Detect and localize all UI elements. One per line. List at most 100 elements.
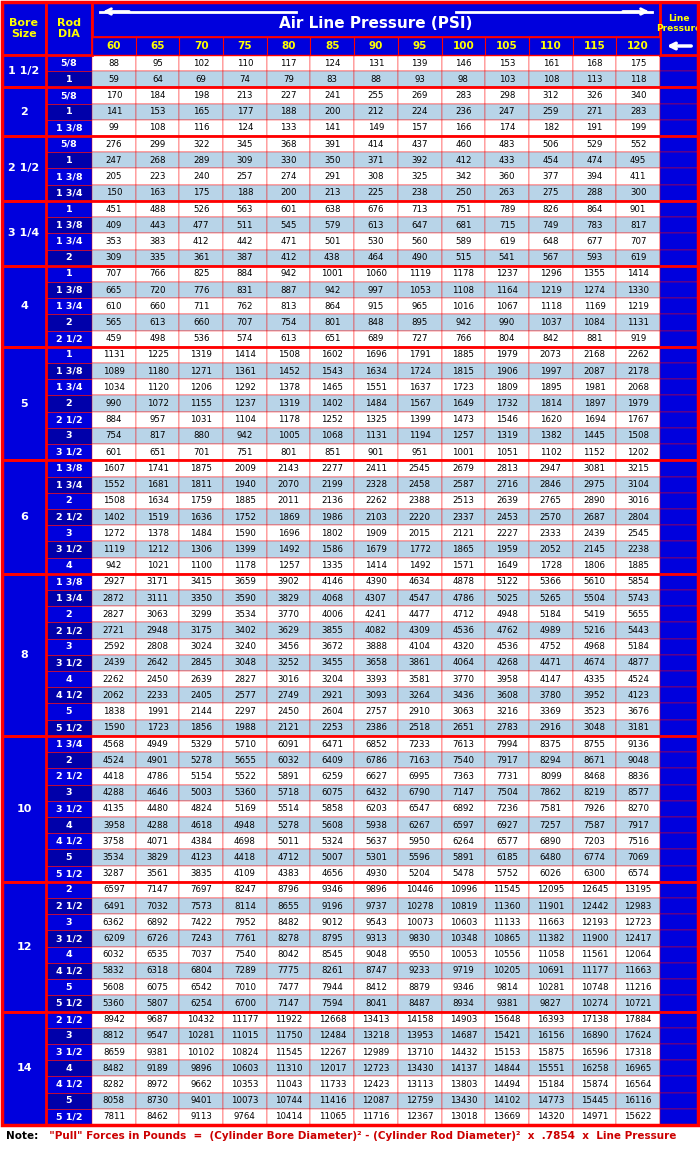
Bar: [311, 119, 354, 136]
Bar: [660, 2, 698, 55]
Bar: [354, 119, 398, 136]
Text: 141: 141: [106, 107, 122, 116]
Bar: [267, 185, 311, 201]
Bar: [179, 119, 223, 136]
Text: 1178: 1178: [234, 561, 256, 570]
Text: 1319: 1319: [278, 399, 300, 408]
Bar: [660, 153, 698, 169]
Text: 9113: 9113: [190, 1112, 212, 1121]
Text: 377: 377: [542, 172, 559, 182]
Bar: [354, 833, 398, 849]
Bar: [616, 169, 660, 185]
Text: 4418: 4418: [103, 772, 125, 781]
Bar: [136, 477, 179, 493]
Text: 2168: 2168: [584, 350, 606, 360]
Bar: [46, 169, 92, 185]
Text: 530: 530: [368, 237, 384, 246]
Bar: [179, 769, 223, 785]
Text: 153: 153: [499, 59, 515, 68]
Text: 1120: 1120: [146, 383, 169, 392]
Bar: [616, 947, 660, 963]
Bar: [136, 427, 179, 445]
Bar: [354, 1077, 398, 1093]
Text: 4712: 4712: [278, 853, 300, 862]
Bar: [660, 719, 698, 735]
Bar: [354, 979, 398, 995]
Bar: [529, 509, 573, 525]
Bar: [660, 477, 698, 493]
Text: 163: 163: [149, 188, 166, 198]
Bar: [660, 703, 698, 719]
Bar: [267, 427, 311, 445]
Text: 1 3/4: 1 3/4: [56, 237, 83, 246]
Bar: [442, 687, 485, 703]
Text: 990: 990: [106, 399, 122, 408]
Bar: [2, 735, 46, 881]
Text: 13803: 13803: [449, 1080, 477, 1089]
Text: 17138: 17138: [581, 1015, 608, 1024]
Text: 813: 813: [281, 302, 297, 310]
Bar: [46, 703, 92, 719]
Text: 13218: 13218: [363, 1032, 390, 1040]
Bar: [46, 136, 92, 153]
Bar: [398, 427, 442, 445]
Text: 6774: 6774: [584, 853, 606, 862]
Text: 9196: 9196: [321, 902, 343, 911]
Bar: [223, 55, 267, 71]
Text: 915: 915: [368, 302, 384, 310]
Bar: [267, 411, 311, 427]
Bar: [573, 71, 616, 87]
Bar: [311, 541, 354, 557]
Bar: [660, 735, 698, 753]
Text: 1508: 1508: [278, 350, 300, 360]
Text: 1102: 1102: [540, 448, 562, 456]
Bar: [442, 1027, 485, 1044]
Bar: [46, 1093, 92, 1109]
Bar: [660, 769, 698, 785]
Bar: [354, 817, 398, 833]
Bar: [136, 265, 179, 282]
Bar: [442, 1044, 485, 1061]
Text: 7994: 7994: [496, 740, 518, 748]
Text: 4948: 4948: [496, 610, 518, 619]
Text: 676: 676: [368, 205, 384, 214]
Text: 2121: 2121: [278, 724, 300, 732]
Bar: [311, 671, 354, 687]
Bar: [46, 963, 92, 979]
Text: 14844: 14844: [494, 1064, 521, 1073]
Bar: [529, 525, 573, 541]
Text: 8482: 8482: [278, 918, 300, 927]
Bar: [46, 801, 92, 817]
Bar: [398, 655, 442, 671]
Text: 433: 433: [499, 156, 515, 164]
Bar: [442, 493, 485, 509]
Text: 3 1/2: 3 1/2: [56, 658, 83, 668]
Text: 10824: 10824: [231, 1048, 259, 1057]
Bar: [179, 899, 223, 915]
Text: 2679: 2679: [452, 464, 475, 473]
Bar: [46, 103, 92, 119]
Text: 8812: 8812: [103, 1032, 125, 1040]
Text: 7363: 7363: [452, 772, 475, 781]
Text: 8041: 8041: [365, 998, 387, 1008]
Bar: [136, 703, 179, 719]
Bar: [179, 995, 223, 1011]
Text: 2716: 2716: [496, 480, 518, 489]
Text: 177: 177: [237, 107, 253, 116]
Text: 184: 184: [149, 91, 166, 100]
Bar: [354, 315, 398, 331]
Bar: [223, 785, 267, 801]
Text: 6574: 6574: [627, 869, 649, 878]
Bar: [223, 509, 267, 525]
Bar: [267, 71, 311, 87]
Text: 749: 749: [542, 221, 559, 230]
Text: 864: 864: [324, 302, 341, 310]
Text: 2277: 2277: [321, 464, 343, 473]
Bar: [442, 785, 485, 801]
Bar: [136, 217, 179, 233]
Bar: [179, 947, 223, 963]
Text: 16596: 16596: [581, 1048, 608, 1057]
Text: 2103: 2103: [365, 512, 387, 522]
Text: 526: 526: [193, 205, 209, 214]
Text: 7243: 7243: [190, 934, 212, 943]
